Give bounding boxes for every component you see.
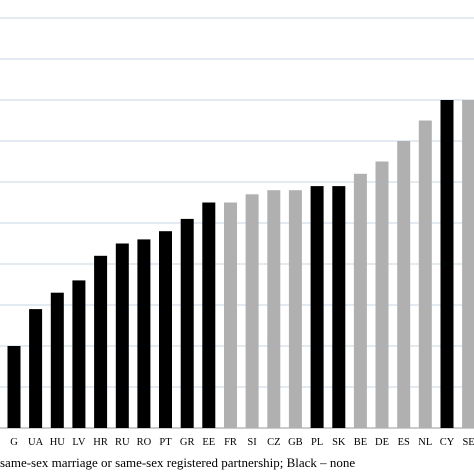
bar-de bbox=[375, 161, 389, 428]
bar-fr bbox=[224, 202, 237, 428]
bar-ru bbox=[115, 243, 129, 428]
tick-label-bg: G bbox=[10, 437, 18, 448]
tick-label-fr: FR bbox=[224, 437, 237, 448]
tick-label-hr: HR bbox=[93, 437, 108, 448]
bar-bg bbox=[7, 346, 21, 428]
bar-es bbox=[397, 141, 411, 428]
tick-label-si: SI bbox=[247, 437, 257, 448]
tick-label-pl: PL bbox=[311, 437, 323, 448]
bar-cz bbox=[267, 190, 281, 428]
tick-label-pt: PT bbox=[159, 437, 172, 448]
tick-label-be: BE bbox=[354, 437, 367, 448]
tick-label-ru: RU bbox=[115, 437, 130, 448]
legend-note: same-sex marriage or same-sex registered… bbox=[0, 455, 356, 470]
bar-ee bbox=[202, 202, 216, 428]
tick-label-ee: EE bbox=[202, 437, 215, 448]
bar-pl bbox=[310, 186, 324, 428]
tick-label-lv: LV bbox=[72, 437, 85, 448]
bar-nl bbox=[418, 120, 432, 428]
bar-lv bbox=[72, 280, 86, 428]
bar-hu bbox=[50, 292, 64, 428]
bar-be bbox=[353, 173, 367, 428]
tick-label-cy: CY bbox=[440, 437, 455, 448]
tick-label-es: ES bbox=[398, 437, 410, 448]
bar-cy bbox=[440, 100, 454, 428]
tick-label-de: DE bbox=[375, 437, 389, 448]
bar-sk bbox=[332, 186, 346, 428]
bar-si bbox=[245, 194, 259, 428]
tick-label-se: SE bbox=[462, 437, 474, 448]
bar-hr bbox=[94, 255, 108, 428]
tick-label-ro: RO bbox=[137, 437, 152, 448]
bar-ro bbox=[137, 239, 151, 428]
tick-label-gr: GR bbox=[180, 437, 195, 448]
bars bbox=[7, 100, 474, 428]
bar-gb bbox=[288, 190, 302, 428]
tick-label-gb: GB bbox=[288, 437, 303, 448]
bar-se bbox=[462, 100, 474, 428]
tick-label-sk: SK bbox=[332, 437, 346, 448]
tick-label-hu: HU bbox=[50, 437, 66, 448]
category-labels: G UA HU LV HR RU RO PT GR EE FR SI CZ GB PL SK BE DE ES NL C… bbox=[10, 437, 474, 448]
tick-label-nl: NL bbox=[418, 437, 432, 448]
bar-ua bbox=[29, 309, 43, 428]
tick-label-cz: CZ bbox=[267, 437, 280, 448]
tick-label-ua: UA bbox=[28, 437, 44, 448]
bar-gr bbox=[180, 218, 194, 428]
bar-pt bbox=[159, 231, 172, 428]
